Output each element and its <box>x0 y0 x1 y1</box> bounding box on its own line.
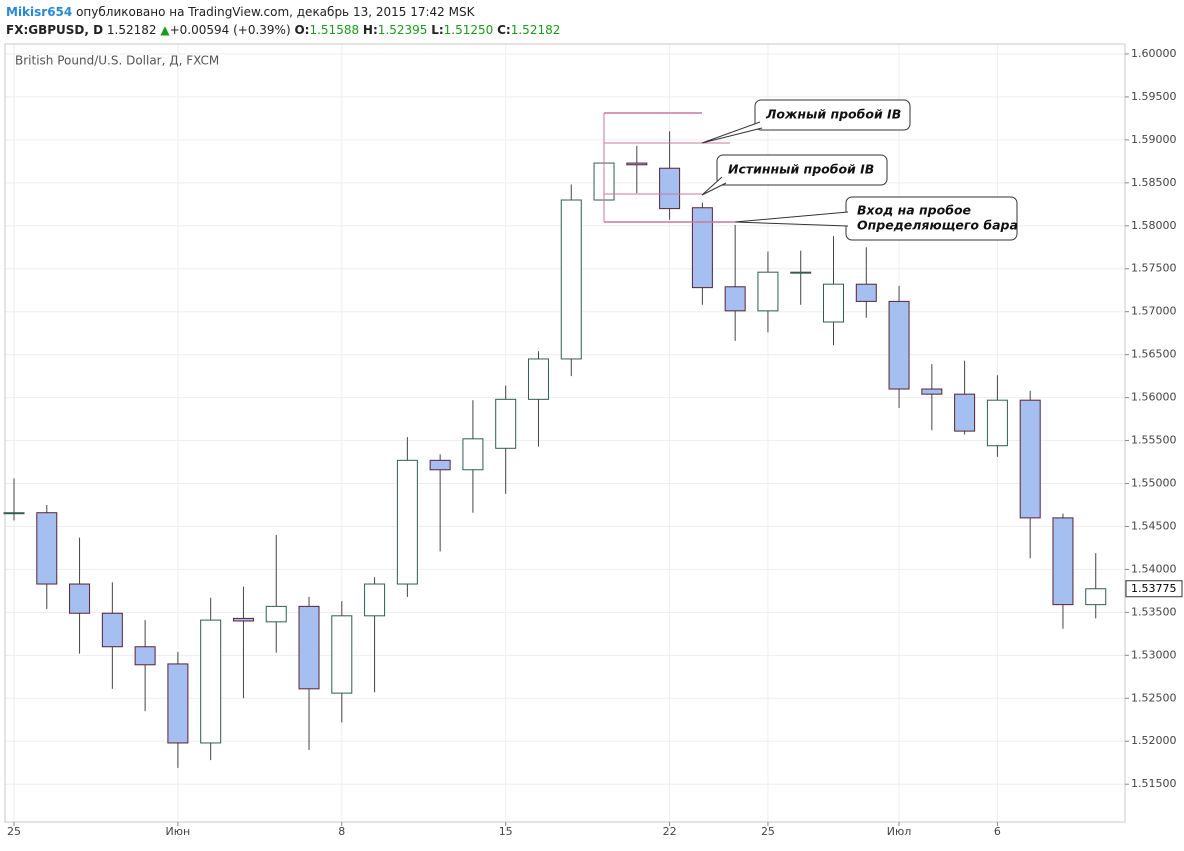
y-tick-label: 1.58000 <box>1131 219 1177 232</box>
candle-body <box>921 388 943 395</box>
l-value: 1.51250 <box>443 23 494 37</box>
drawings <box>603 112 735 223</box>
y-tick-label: 1.53500 <box>1131 605 1177 618</box>
callout-pointer <box>701 121 763 144</box>
candle-body <box>855 283 877 302</box>
y-tick-label: 1.57000 <box>1131 305 1177 318</box>
y-tick-label: 1.52000 <box>1131 734 1177 747</box>
candle-body <box>1052 517 1074 606</box>
candle-body <box>560 199 582 360</box>
callout-pointer <box>701 176 727 196</box>
candle-body <box>626 162 648 166</box>
candle-body <box>790 271 812 274</box>
x-tick-label: 25 <box>7 825 21 838</box>
candle-body <box>888 300 910 390</box>
chart-title: British Pound/U.S. Dollar, Д, FXCM <box>15 54 219 68</box>
y-tick-label: 1.56500 <box>1131 348 1177 361</box>
c-label: C: <box>497 23 511 37</box>
candle-body <box>1085 588 1107 606</box>
candle-body <box>364 583 386 617</box>
candle-body <box>167 663 189 744</box>
o-label: O: <box>294 23 310 37</box>
x-tick-label: 6 <box>994 825 1001 838</box>
candle-body <box>495 398 517 449</box>
published: опубликовано на TradingView.com, декабрь… <box>76 5 475 19</box>
candle-body <box>232 617 254 622</box>
annotation: Определяющего бара <box>857 218 1018 233</box>
price: 1.52182 <box>106 23 157 37</box>
y-tick-label: 1.56000 <box>1131 391 1177 404</box>
grid <box>5 44 1125 822</box>
candle-body <box>298 605 320 690</box>
x-tick-label: Июл <box>887 825 912 838</box>
candle-body <box>986 399 1008 447</box>
y-tick-label: 1.59500 <box>1131 90 1177 103</box>
candle-body <box>691 207 713 289</box>
candle-body <box>462 438 484 471</box>
candles <box>3 131 1107 768</box>
y-tick-label: 1.58500 <box>1131 176 1177 189</box>
candle-body <box>527 358 549 400</box>
y-tick-label: 1.60000 <box>1131 47 1177 60</box>
annotation: Истинный пробой IB <box>728 162 874 177</box>
y-tick-label: 1.55000 <box>1131 477 1177 490</box>
header-line: FX:GBPUSD, D 1.52182 ▲+0.00594 (+0.39%) … <box>6 21 560 39</box>
candle-body <box>429 459 451 471</box>
h-value: 1.52395 <box>377 23 428 37</box>
header-line: Mikisr654 опубликовано на TradingView.co… <box>6 3 560 21</box>
c-value: 1.52182 <box>510 23 561 37</box>
symbol: FX:GBPUSD, D <box>6 23 104 37</box>
user[interactable]: Mikisr654 <box>6 5 73 19</box>
last-price-box <box>1125 580 1183 598</box>
candle-body <box>36 512 58 585</box>
candle-body <box>134 646 156 666</box>
o-value: 1.51588 <box>309 23 360 37</box>
y-tick-label: 1.51500 <box>1131 777 1177 790</box>
candle-body <box>69 583 91 614</box>
candle-body <box>200 619 222 744</box>
candle-body <box>396 459 418 585</box>
y-tick-label: 1.55500 <box>1131 434 1177 447</box>
annotation: Ложный пробой IB <box>765 107 901 122</box>
x-tick-label: 22 <box>663 825 677 838</box>
last-price-label: 1.53775 <box>1131 582 1177 595</box>
y-tick-label: 1.54500 <box>1131 519 1177 532</box>
candle-body <box>757 271 779 312</box>
h-label: H: <box>362 23 378 37</box>
plot-frame <box>4 43 1126 823</box>
axes: 1.51500 1.52000 1.52500 1.53000 1.53500 1.540… <box>7 47 1183 838</box>
candle-body <box>954 393 976 432</box>
up-arrow: ▲ <box>160 23 170 37</box>
candle-body <box>724 286 746 312</box>
y-tick-label: 1.59000 <box>1131 133 1177 146</box>
candle-body <box>659 167 681 210</box>
callout-box <box>716 154 888 186</box>
candle-body <box>101 612 123 648</box>
candle-body <box>823 283 844 323</box>
x-tick-label: 15 <box>499 825 513 838</box>
y-tick-label: 1.53000 <box>1131 648 1177 661</box>
x-tick-label: Июн <box>166 825 191 838</box>
change: +0.00594 (+0.39%) <box>169 23 291 37</box>
x-tick-label: 25 <box>761 825 775 838</box>
callouts: Ложный пробой IB Истинный пробой IB Вход… <box>701 99 1018 241</box>
annotation: Вход на пробое <box>857 203 971 218</box>
x-tick-label: 8 <box>338 825 345 838</box>
candle-body <box>1019 399 1041 519</box>
y-tick-label: 1.54000 <box>1131 562 1177 575</box>
y-tick-label: 1.52500 <box>1131 691 1177 704</box>
candle-body <box>331 615 353 694</box>
candle-body <box>265 605 287 623</box>
callout-box <box>754 99 911 131</box>
y-tick-label: 1.57500 <box>1131 262 1177 275</box>
callout-pointer <box>734 211 849 227</box>
candle-body <box>3 512 25 515</box>
header: Mikisr654 опубликовано на TradingView.co… <box>6 3 560 39</box>
l-label: L: <box>431 23 444 37</box>
